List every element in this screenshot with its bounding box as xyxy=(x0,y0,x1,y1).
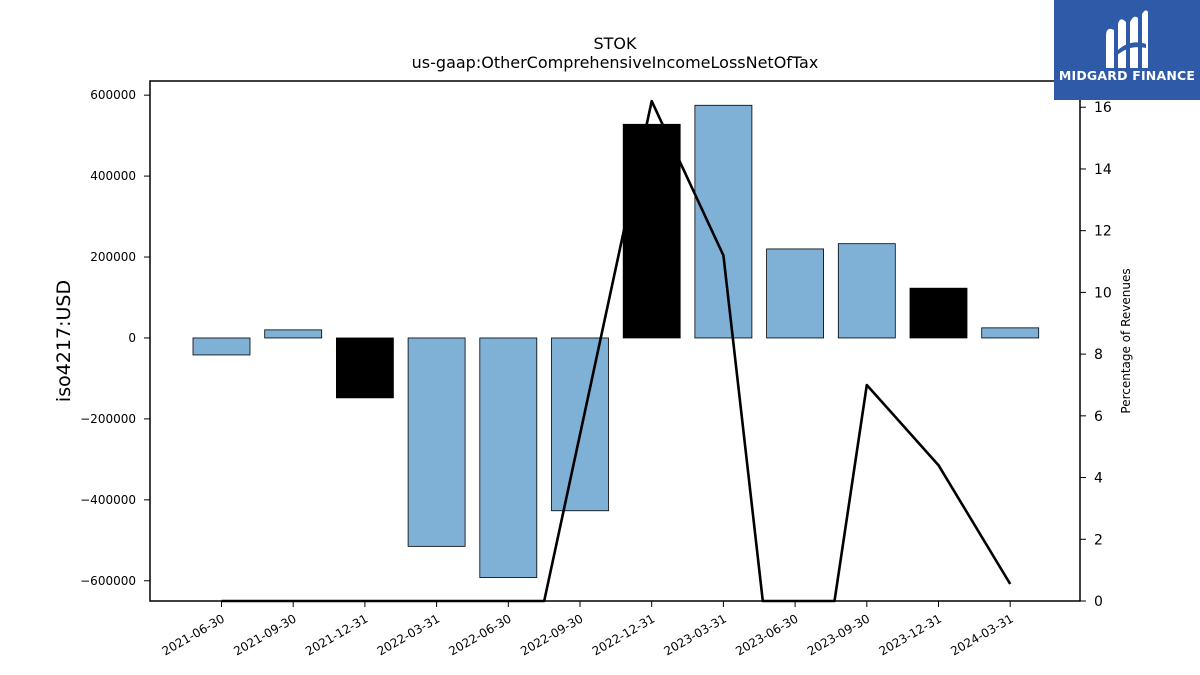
x-tick-label: 2021-09-30 xyxy=(231,611,298,658)
x-tick-label: 2021-06-30 xyxy=(160,611,227,658)
y2-tick-label: 10 xyxy=(1094,285,1112,301)
bar xyxy=(622,123,681,339)
y-tick-label: 400000 xyxy=(90,169,136,183)
y-tick-label: 600000 xyxy=(90,88,136,102)
x-tick-label: 2022-03-31 xyxy=(375,611,442,658)
y2-tick-label: 16 xyxy=(1094,100,1112,116)
x-tick-label: 2022-06-30 xyxy=(446,611,513,658)
y-tick-label: 200000 xyxy=(90,250,136,264)
y-tick-label: 0 xyxy=(128,331,136,345)
x-tick-label: 2022-12-31 xyxy=(590,611,657,658)
y-tick-label: −400000 xyxy=(80,493,136,507)
x-tick-label: 2021-12-31 xyxy=(303,611,370,658)
y2-axis: 0 2 4 6 8 10 12 14 16 xyxy=(1080,100,1112,610)
y2-tick-label: 0 xyxy=(1094,594,1103,610)
chart-subtitle: us-gaap:OtherComprehensiveIncomeLossNetO… xyxy=(412,53,819,72)
logo-mark-icon xyxy=(1106,10,1148,69)
x-tick-label: 2023-12-31 xyxy=(877,611,944,658)
y2-tick-label: 4 xyxy=(1094,471,1103,487)
bar xyxy=(335,337,394,399)
chart-title: STOK xyxy=(593,34,637,53)
bars-group xyxy=(192,104,1040,578)
bar xyxy=(192,337,251,356)
bar xyxy=(551,337,609,512)
bar xyxy=(264,329,323,339)
bar xyxy=(837,243,896,339)
bar xyxy=(694,104,753,339)
plot-frame xyxy=(149,80,1081,602)
bar xyxy=(981,327,1040,339)
brand-logo: MIDGARD FINANCE xyxy=(1054,0,1200,100)
y-axis: −600000 −400000 −200000 0 200000 400000 600000 xyxy=(80,88,150,588)
y-tick-label: −200000 xyxy=(80,412,136,426)
x-tick-label: 2023-03-31 xyxy=(661,611,728,658)
x-tick-label: 2022-09-30 xyxy=(518,611,585,658)
x-tick-label: 2024-03-31 xyxy=(948,611,1015,658)
logo-text: MIDGARD FINANCE xyxy=(1058,68,1196,83)
x-axis: 2021-06-30 2021-09-30 2021-12-31 2022-03-31… xyxy=(160,601,1016,658)
y2-tick-label: 12 xyxy=(1094,224,1112,240)
bar xyxy=(909,287,968,339)
y-axis-label: iso4217:USD xyxy=(53,280,75,402)
y2-tick-label: 6 xyxy=(1094,409,1103,425)
x-tick-label: 2023-06-30 xyxy=(733,611,800,658)
x-tick-label: 2023-09-30 xyxy=(805,611,872,658)
bar xyxy=(407,337,466,547)
y-tick-label: −600000 xyxy=(80,574,136,588)
bar xyxy=(479,337,538,578)
y2-tick-label: 14 xyxy=(1094,162,1112,178)
y2-axis-label: Percentage of Revenues xyxy=(1119,268,1133,413)
y2-tick-label: 8 xyxy=(1094,347,1103,363)
y2-tick-label: 2 xyxy=(1094,532,1103,548)
bar xyxy=(766,248,824,339)
